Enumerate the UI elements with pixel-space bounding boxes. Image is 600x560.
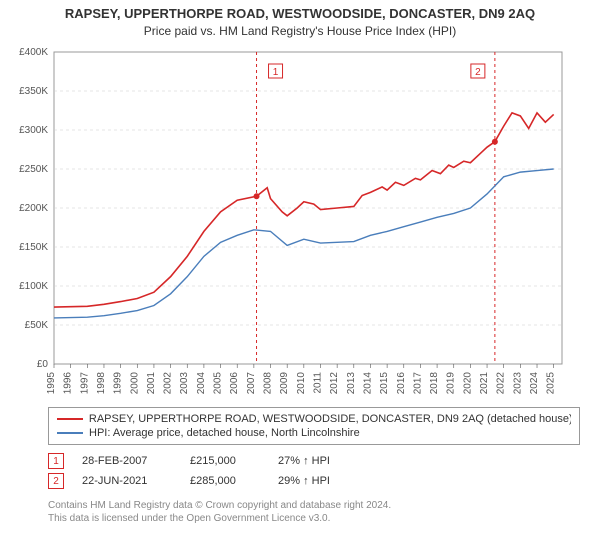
line-chart-svg: £0 £50K £100K £150K £200K £250K £300K £350K £400… <box>10 44 570 394</box>
svg-text:2015: 2015 <box>379 372 390 394</box>
svg-text:2017: 2017 <box>412 372 423 394</box>
svg-text:2025: 2025 <box>546 372 557 394</box>
svg-text:2007: 2007 <box>246 372 257 394</box>
svg-text:2004: 2004 <box>196 372 207 394</box>
svg-text:1995: 1995 <box>46 372 57 394</box>
legend-swatch-rapsey <box>57 418 83 420</box>
legend-item-rapsey: RAPSEY, UPPERTHORPE ROAD, WESTWOODSIDE, … <box>57 412 571 426</box>
svg-text:2011: 2011 <box>312 372 323 394</box>
svg-text:£50K: £50K <box>25 320 49 331</box>
svg-text:2005: 2005 <box>213 372 224 394</box>
svg-text:2002: 2002 <box>163 372 174 394</box>
svg-text:£150K: £150K <box>19 242 48 253</box>
legend-label-hpi: HPI: Average price, detached house, Nort… <box>89 427 360 439</box>
svg-text:2024: 2024 <box>529 372 540 394</box>
svg-text:2008: 2008 <box>263 372 274 394</box>
svg-text:2013: 2013 <box>346 372 357 394</box>
legend-label-rapsey: RAPSEY, UPPERTHORPE ROAD, WESTWOODSIDE, … <box>89 413 571 425</box>
chart-plot-area: £0 £50K £100K £150K £200K £250K £300K £350K £400… <box>10 44 590 399</box>
svg-text:1996: 1996 <box>63 372 74 394</box>
svg-text:2001: 2001 <box>146 372 157 394</box>
svg-text:2003: 2003 <box>179 372 190 394</box>
svg-text:2012: 2012 <box>329 372 340 394</box>
chart-title: RAPSEY, UPPERTHORPE ROAD, WESTWOODSIDE, … <box>10 6 590 21</box>
marker-price-1: £215,000 <box>190 455 260 467</box>
chart-subtitle: Price paid vs. HM Land Registry's House … <box>10 24 590 38</box>
svg-text:1998: 1998 <box>96 372 107 394</box>
legend-swatch-hpi <box>57 432 83 434</box>
svg-text:2022: 2022 <box>496 372 507 394</box>
svg-text:2018: 2018 <box>429 372 440 394</box>
svg-text:£250K: £250K <box>19 164 48 175</box>
svg-text:2010: 2010 <box>296 372 307 394</box>
svg-text:£350K: £350K <box>19 86 48 97</box>
svg-text:2020: 2020 <box>462 372 473 394</box>
legend-item-hpi: HPI: Average price, detached house, Nort… <box>57 426 571 440</box>
svg-text:1997: 1997 <box>79 372 90 394</box>
marker-row-1: 1 28-FEB-2007 £215,000 27% ↑ HPI <box>48 451 580 471</box>
transaction-markers: 1 28-FEB-2007 £215,000 27% ↑ HPI 2 22-JUN-202… <box>48 451 580 491</box>
svg-text:2023: 2023 <box>512 372 523 394</box>
marker-pct-1: 27% ↑ HPI <box>278 455 358 467</box>
svg-text:1999: 1999 <box>113 372 124 394</box>
svg-text:2: 2 <box>475 67 481 78</box>
marker-tag-1: 1 <box>48 453 64 469</box>
marker-date-2: 22-JUN-2021 <box>82 475 172 487</box>
svg-text:2019: 2019 <box>446 372 457 394</box>
svg-text:2000: 2000 <box>129 372 140 394</box>
svg-text:2016: 2016 <box>396 372 407 394</box>
marker-price-2: £285,000 <box>190 475 260 487</box>
svg-text:£400K: £400K <box>19 47 48 58</box>
svg-text:2021: 2021 <box>479 372 490 394</box>
footer-attribution: Contains HM Land Registry data © Crown c… <box>48 499 580 525</box>
svg-text:£100K: £100K <box>19 281 48 292</box>
marker-date-1: 28-FEB-2007 <box>82 455 172 467</box>
marker-row-2: 2 22-JUN-2021 £285,000 29% ↑ HPI <box>48 471 580 491</box>
svg-text:£200K: £200K <box>19 203 48 214</box>
svg-text:1: 1 <box>273 67 279 78</box>
chart-container: RAPSEY, UPPERTHORPE ROAD, WESTWOODSIDE, … <box>0 0 600 560</box>
legend: RAPSEY, UPPERTHORPE ROAD, WESTWOODSIDE, … <box>48 407 580 445</box>
svg-text:2014: 2014 <box>362 372 373 394</box>
svg-text:£0: £0 <box>37 359 49 370</box>
footer-line-1: Contains HM Land Registry data © Crown c… <box>48 499 580 512</box>
marker-pct-2: 29% ↑ HPI <box>278 475 358 487</box>
marker-tag-2: 2 <box>48 473 64 489</box>
svg-text:2009: 2009 <box>279 372 290 394</box>
svg-text:£300K: £300K <box>19 125 48 136</box>
footer-line-2: This data is licensed under the Open Gov… <box>48 512 580 525</box>
svg-text:2006: 2006 <box>229 372 240 394</box>
